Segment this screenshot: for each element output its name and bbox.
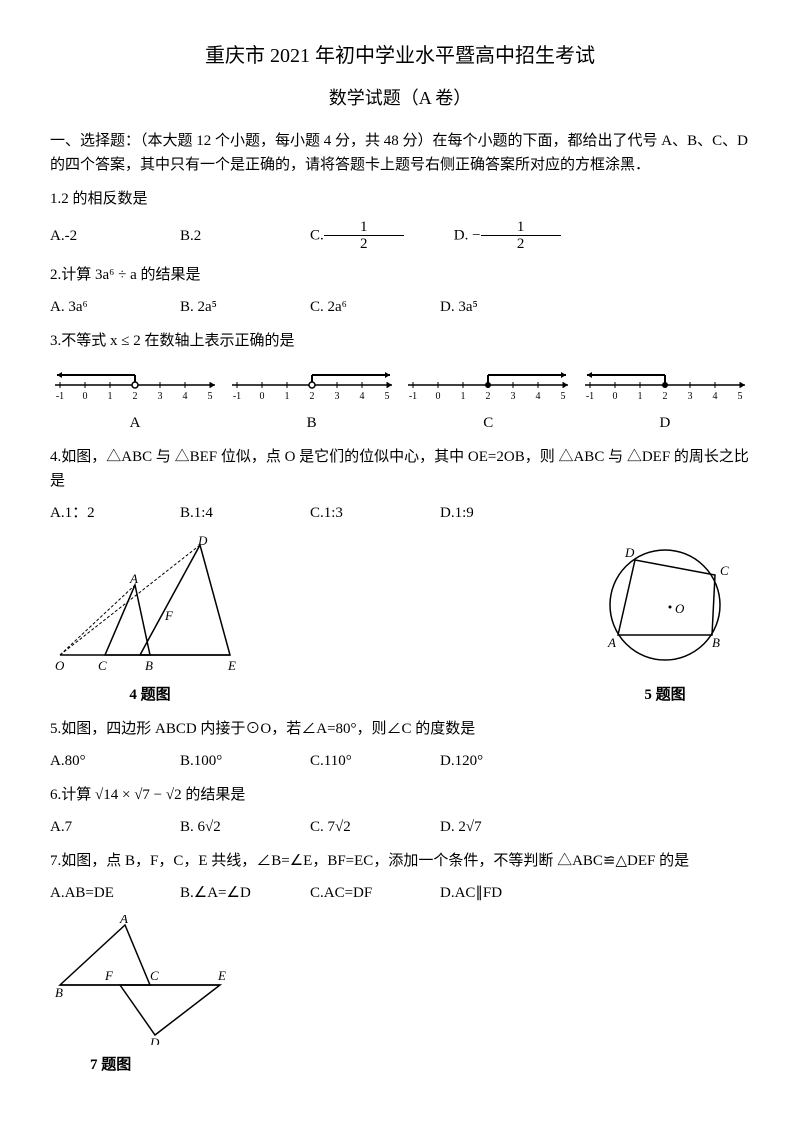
q2-optC: C. 2a⁶ bbox=[310, 295, 390, 319]
q1-optA: A.-2 bbox=[50, 224, 130, 248]
svg-text:D: D bbox=[149, 1035, 160, 1045]
svg-text:-1: -1 bbox=[586, 391, 594, 402]
q1-optB: B.2 bbox=[180, 224, 260, 248]
svg-text:4: 4 bbox=[712, 391, 717, 402]
page-title: 重庆市 2021 年初中学业水平暨高中招生考试 bbox=[50, 40, 750, 72]
svg-text:-1: -1 bbox=[56, 391, 64, 402]
q5-optB: B.100° bbox=[180, 749, 260, 773]
svg-text:5: 5 bbox=[384, 391, 389, 402]
svg-text:0: 0 bbox=[83, 391, 88, 402]
svg-text:B: B bbox=[712, 635, 720, 650]
numberline-D: -1012345D bbox=[580, 363, 750, 435]
svg-text:E: E bbox=[217, 968, 226, 983]
q1-text: 1.2 的相反数是 bbox=[50, 187, 750, 211]
q6-optA: A.7 bbox=[50, 815, 130, 839]
svg-text:1: 1 bbox=[284, 391, 289, 402]
q3-numberlines: -1012345A-1012345B-1012345C-1012345D bbox=[50, 363, 750, 435]
q7-optA: A.AB=DE bbox=[50, 881, 130, 905]
svg-text:4: 4 bbox=[359, 391, 364, 402]
q6-options: A.7 B. 6√2 C. 7√2 D. 2√7 bbox=[50, 815, 750, 839]
svg-text:1: 1 bbox=[108, 391, 113, 402]
q4-figure: F O A D C B E 4 题图 bbox=[50, 535, 250, 707]
q1-optC: C.12 bbox=[310, 219, 404, 253]
q5-optC: C.110° bbox=[310, 749, 390, 773]
q6-optB: B. 6√2 bbox=[180, 815, 260, 839]
svg-text:B: B bbox=[145, 658, 153, 673]
q5-optA: A.80° bbox=[50, 749, 130, 773]
svg-text:2: 2 bbox=[486, 391, 491, 402]
svg-text:A: A bbox=[607, 635, 616, 650]
q2-text: 2.计算 3a⁶ ÷ a 的结果是 bbox=[50, 263, 750, 287]
svg-text:D: D bbox=[197, 535, 208, 548]
svg-text:A: A bbox=[129, 571, 138, 586]
svg-text:4: 4 bbox=[536, 391, 541, 402]
q7-figure: B A F C E D 7 题图 bbox=[50, 915, 750, 1077]
q6-optD: D. 2√7 bbox=[440, 815, 520, 839]
q5-figure: A B C D O 5 题图 bbox=[580, 535, 750, 707]
q4-optB: B.1:4 bbox=[180, 501, 260, 525]
svg-text:1: 1 bbox=[637, 391, 642, 402]
svg-text:C: C bbox=[150, 968, 159, 983]
svg-text:C: C bbox=[720, 563, 729, 578]
svg-text:3: 3 bbox=[334, 391, 339, 402]
q2-optA: A. 3a⁶ bbox=[50, 295, 130, 319]
q2-optD: D. 3a⁵ bbox=[440, 295, 520, 319]
svg-text:5: 5 bbox=[737, 391, 742, 402]
svg-text:3: 3 bbox=[511, 391, 516, 402]
q3-text: 3.不等式 x ≤ 2 在数轴上表示正确的是 bbox=[50, 329, 750, 353]
svg-text:3: 3 bbox=[687, 391, 692, 402]
q4-options: A.1：2 B.1:4 C.1:3 D.1:9 bbox=[50, 501, 750, 525]
svg-text:O: O bbox=[675, 601, 685, 616]
q5-options: A.80° B.100° C.110° D.120° bbox=[50, 749, 750, 773]
svg-text:2: 2 bbox=[662, 391, 667, 402]
numberline-B: -1012345B bbox=[227, 363, 397, 435]
q7-optB: B.∠A=∠D bbox=[180, 881, 260, 905]
svg-text:0: 0 bbox=[612, 391, 617, 402]
svg-text:A: A bbox=[119, 915, 128, 926]
q4-optD: D.1:9 bbox=[440, 501, 520, 525]
svg-text:F: F bbox=[164, 608, 174, 623]
svg-text:4: 4 bbox=[183, 391, 188, 402]
svg-text:C: C bbox=[98, 658, 107, 673]
q2-options: A. 3a⁶ B. 2a⁵ C. 2a⁶ D. 3a⁵ bbox=[50, 295, 750, 319]
q7-optC: C.AC=DF bbox=[310, 881, 390, 905]
svg-text:B: B bbox=[55, 985, 63, 1000]
q2-optB: B. 2a⁵ bbox=[180, 295, 260, 319]
svg-text:3: 3 bbox=[158, 391, 163, 402]
svg-text:F: F bbox=[104, 968, 114, 983]
svg-text:5: 5 bbox=[561, 391, 566, 402]
q7-optD: D.AC∥FD bbox=[440, 881, 520, 905]
svg-text:5: 5 bbox=[208, 391, 213, 402]
svg-text:O: O bbox=[55, 658, 65, 673]
svg-text:D: D bbox=[624, 545, 635, 560]
svg-text:0: 0 bbox=[436, 391, 441, 402]
section-instructions: 一、选择题：（本大题 12 个小题，每小题 4 分，共 48 分）在每个小题的下… bbox=[50, 129, 750, 177]
q4-optC: C.1:3 bbox=[310, 501, 390, 525]
svg-text:0: 0 bbox=[259, 391, 264, 402]
svg-text:E: E bbox=[227, 658, 236, 673]
q4-text: 4.如图，△ABC 与 △BEF 位似，点 O 是它们的位似中心，其中 OE=2… bbox=[50, 445, 750, 493]
q5-text: 5.如图，四边形 ABCD 内接于⊙O，若∠A=80°，则∠C 的度数是 bbox=[50, 717, 750, 741]
q6-optC: C. 7√2 bbox=[310, 815, 390, 839]
svg-text:1: 1 bbox=[461, 391, 466, 402]
page-subtitle: 数学试题（A 卷） bbox=[50, 84, 750, 113]
q1-optD: D. −12 bbox=[454, 219, 561, 253]
numberline-A: -1012345A bbox=[50, 363, 220, 435]
svg-text:2: 2 bbox=[309, 391, 314, 402]
q7-options: A.AB=DE B.∠A=∠D C.AC=DF D.AC∥FD bbox=[50, 881, 750, 905]
svg-text:2: 2 bbox=[133, 391, 138, 402]
svg-text:-1: -1 bbox=[232, 391, 240, 402]
q6-text: 6.计算 √14 × √7 − √2 的结果是 bbox=[50, 783, 750, 807]
q4-optA: A.1：2 bbox=[50, 501, 130, 525]
svg-text:-1: -1 bbox=[409, 391, 417, 402]
numberline-C: -1012345C bbox=[403, 363, 573, 435]
q7-text: 7.如图，点 B，F，C，E 共线，∠B=∠E，BF=EC，添加一个条件，不等判… bbox=[50, 849, 750, 873]
q5-optD: D.120° bbox=[440, 749, 520, 773]
q1-options: A.-2 B.2 C.12 D. −12 bbox=[50, 219, 750, 253]
